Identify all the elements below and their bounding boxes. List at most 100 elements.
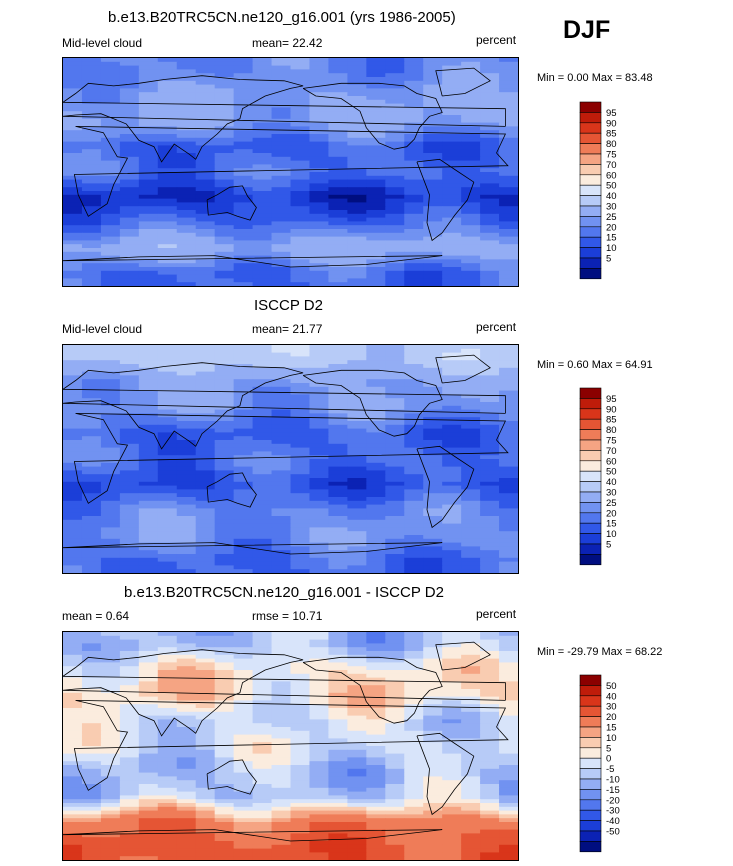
panel2-field-cell <box>404 428 424 433</box>
panel2-field-cell <box>119 367 140 373</box>
panel1-field-cell <box>385 84 405 89</box>
panel2-field-cell <box>461 466 481 471</box>
panel1-field-cell <box>214 84 235 89</box>
panel1-field-cell <box>157 282 178 286</box>
panel1-field-cell <box>138 92 159 97</box>
panel2-field-cell <box>63 367 83 373</box>
panel2-field-cell <box>119 508 140 513</box>
panel3-field-cell <box>499 692 518 698</box>
panel3-field-cell <box>214 677 235 682</box>
panel3-colorbar-tick-label: -5 <box>606 764 614 775</box>
panel2-colorbar-box <box>579 439 602 451</box>
panel1-field-cell <box>138 179 159 184</box>
panel3-map <box>62 631 519 861</box>
panel3-field-cell <box>347 841 367 846</box>
panel3-field-cell <box>461 841 481 846</box>
panel2-field-cell <box>461 531 481 536</box>
panel2-field-cell <box>309 542 330 547</box>
panel2-field-cell <box>499 481 518 487</box>
panel2-field-cell <box>138 398 159 403</box>
panel3-field-cell <box>100 677 121 682</box>
panel3-field-cell <box>328 651 348 656</box>
panel3-field-cell <box>233 844 254 850</box>
panel3-field-cell <box>328 852 348 857</box>
panel1-field-cell <box>233 141 254 146</box>
panel3-field-cell <box>347 753 367 758</box>
panel1-field-cell <box>366 115 386 120</box>
panel3-field-cell <box>157 753 178 758</box>
panel2-field-cell <box>290 375 311 380</box>
panel2-field-cell <box>157 417 178 422</box>
panel1-field-cell <box>157 244 178 249</box>
panel1-field-cell <box>461 210 481 215</box>
panel1-field-cell <box>290 217 311 222</box>
panel3-field-cell <box>366 822 386 827</box>
panel3-field-cell <box>138 841 159 846</box>
panel1-field-cell <box>271 198 292 203</box>
panel3-field-cell <box>119 833 140 838</box>
panel1-field-cell <box>214 168 235 173</box>
panel1-field-cell <box>480 225 500 230</box>
panel1-field-cell <box>385 122 405 127</box>
panel3-field-cell <box>233 711 254 717</box>
panel3-field-cell <box>404 647 424 652</box>
panel3-field-cell <box>138 810 159 815</box>
panel1-field-cell <box>157 88 178 93</box>
panel2-field-cell <box>442 535 462 540</box>
panel1-field-cell <box>328 118 348 124</box>
panel1-field-cell <box>499 263 518 268</box>
panel1-field-cell <box>233 225 254 230</box>
panel1-field-cell <box>423 160 443 165</box>
panel3-field-cell <box>423 738 443 743</box>
panel2-field-cell <box>290 535 311 540</box>
panel1-field-cell <box>366 65 386 70</box>
panel3-field-cell <box>309 746 330 751</box>
panel2-field-cell <box>499 527 518 532</box>
panel2-field-cell <box>157 523 178 528</box>
panel3-field-cell <box>290 723 311 728</box>
panel1-field-cell <box>138 236 159 241</box>
panel3-field-cell <box>290 818 311 823</box>
panel3-field-cell <box>214 681 235 686</box>
panel3-field-cell <box>347 730 367 736</box>
panel2-field-cell <box>214 352 235 357</box>
panel2-field-cell <box>442 466 462 471</box>
panel1-field-cell <box>442 210 462 215</box>
panel2-field-cell <box>271 371 292 376</box>
panel3-field-cell <box>100 734 121 739</box>
panel3-field-cell <box>328 787 348 793</box>
panel1-field-cell <box>100 274 121 279</box>
panel2-field-cell <box>119 531 140 536</box>
panel2-field-cell <box>176 409 197 414</box>
panel1-field-cell <box>309 130 330 135</box>
panel3-field-cell <box>347 670 367 675</box>
panel1-field-cell <box>271 126 292 131</box>
panel1-field-cell <box>366 213 386 219</box>
panel3-field-cell <box>271 727 292 732</box>
panel3-field-cell <box>233 810 254 815</box>
panel1-field-cell <box>290 58 311 63</box>
panel2-field-cell <box>176 554 197 559</box>
panel2-field-cell <box>252 459 273 464</box>
panel2-field-cell <box>100 459 121 464</box>
panel2-field-cell <box>176 550 197 555</box>
panel1-field-cell <box>290 115 311 120</box>
panel2-field-cell <box>328 356 348 361</box>
panel1-field-cell <box>119 244 140 249</box>
panel2-field-cell <box>119 402 140 407</box>
panel2-field-cell <box>290 550 311 555</box>
panel3-field-cell <box>233 654 254 660</box>
panel2-field-cell <box>271 436 292 441</box>
panel2-field-cell <box>499 455 518 460</box>
panel1-field-cell <box>176 130 197 135</box>
panel1-field-cell <box>328 183 348 188</box>
panel3-field-cell <box>385 784 405 789</box>
panel3-field-cell <box>81 757 102 762</box>
panel2-field-cell <box>63 443 83 449</box>
panel2-field-cell <box>100 554 121 559</box>
panel2-field-cell <box>233 565 254 570</box>
panel3-field-cell <box>290 632 311 637</box>
panel1-field-cell <box>271 270 292 276</box>
panel2-field-cell <box>81 546 102 551</box>
panel3-field-cell <box>81 829 102 834</box>
